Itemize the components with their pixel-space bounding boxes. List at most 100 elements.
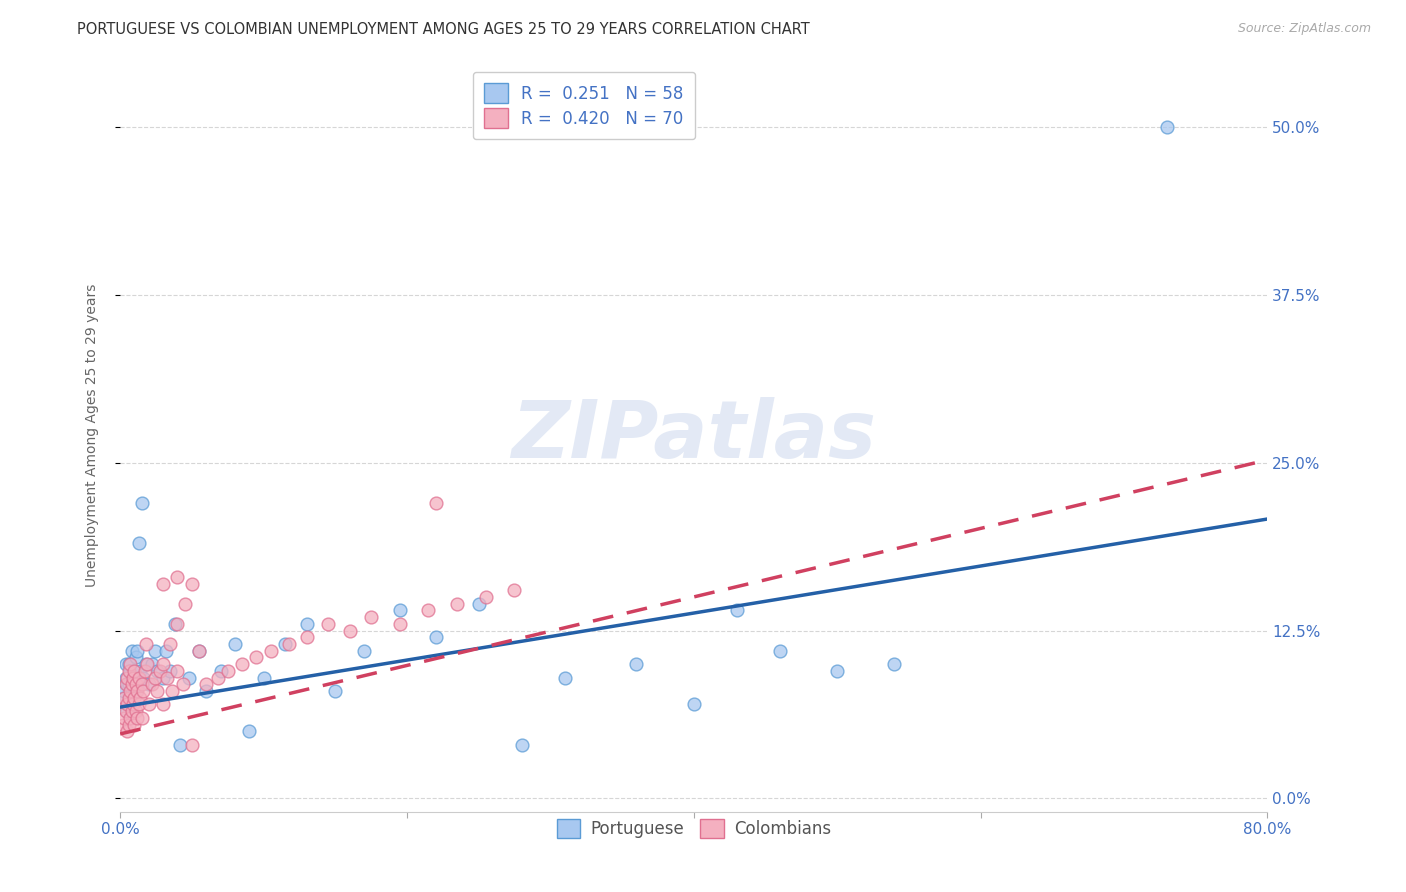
Point xyxy=(118,717,141,731)
Point xyxy=(195,684,218,698)
Text: ZIPatlas: ZIPatlas xyxy=(512,397,876,475)
Point xyxy=(125,704,148,718)
Point xyxy=(127,711,149,725)
Point xyxy=(117,724,139,739)
Point xyxy=(122,698,145,712)
Point xyxy=(159,664,181,678)
Point xyxy=(120,690,142,705)
Point xyxy=(503,583,526,598)
Point xyxy=(138,677,160,691)
Point xyxy=(169,738,191,752)
Point xyxy=(209,664,232,678)
Point xyxy=(166,664,188,678)
Point xyxy=(121,677,143,691)
Point xyxy=(118,657,141,672)
Point xyxy=(115,671,138,685)
Point xyxy=(245,650,267,665)
Point xyxy=(425,496,447,510)
Point xyxy=(120,684,142,698)
Point xyxy=(260,643,283,657)
Point xyxy=(128,536,150,550)
Point xyxy=(166,616,188,631)
Point xyxy=(124,690,146,705)
Point xyxy=(115,657,138,672)
Point xyxy=(114,711,136,725)
Point xyxy=(159,637,181,651)
Point xyxy=(188,643,211,657)
Point xyxy=(125,684,148,698)
Point xyxy=(125,650,148,665)
Point xyxy=(117,671,139,685)
Point xyxy=(141,657,163,672)
Point xyxy=(136,657,159,672)
Point xyxy=(295,616,318,631)
Point xyxy=(883,657,905,672)
Point xyxy=(152,671,174,685)
Point xyxy=(134,664,156,678)
Point xyxy=(278,637,301,651)
Legend: Portuguese, Colombians: Portuguese, Colombians xyxy=(550,813,838,845)
Point xyxy=(252,671,274,685)
Point xyxy=(115,704,138,718)
Point xyxy=(131,677,153,691)
Point xyxy=(120,711,142,725)
Point xyxy=(316,616,339,631)
Point xyxy=(295,630,318,644)
Point xyxy=(217,664,239,678)
Point xyxy=(111,717,134,731)
Point xyxy=(146,664,169,678)
Point xyxy=(135,637,157,651)
Point xyxy=(141,677,163,691)
Point xyxy=(118,677,141,691)
Point xyxy=(152,576,174,591)
Point xyxy=(177,671,200,685)
Point xyxy=(682,698,704,712)
Point xyxy=(118,690,141,705)
Point xyxy=(131,496,153,510)
Point xyxy=(117,698,139,712)
Point xyxy=(120,664,142,678)
Point xyxy=(122,671,145,685)
Point xyxy=(121,684,143,698)
Point xyxy=(129,690,152,705)
Point xyxy=(180,738,202,752)
Point xyxy=(152,698,174,712)
Point xyxy=(825,664,848,678)
Point xyxy=(274,637,297,651)
Point xyxy=(117,677,139,691)
Point xyxy=(160,684,183,698)
Point xyxy=(360,610,382,624)
Point xyxy=(626,657,648,672)
Point xyxy=(510,738,533,752)
Point xyxy=(195,677,218,691)
Point xyxy=(132,671,155,685)
Point xyxy=(180,576,202,591)
Point xyxy=(166,570,188,584)
Point xyxy=(155,643,177,657)
Point xyxy=(146,684,169,698)
Point xyxy=(122,698,145,712)
Point xyxy=(163,616,186,631)
Point xyxy=(173,597,195,611)
Point xyxy=(353,643,375,657)
Point xyxy=(224,637,246,651)
Point xyxy=(769,643,792,657)
Point xyxy=(143,643,166,657)
Point xyxy=(125,677,148,691)
Point xyxy=(128,698,150,712)
Point xyxy=(132,684,155,698)
Point xyxy=(725,603,748,617)
Point xyxy=(118,664,141,678)
Point xyxy=(323,684,346,698)
Point xyxy=(124,690,146,705)
Point xyxy=(339,624,361,638)
Point xyxy=(388,616,411,631)
Point xyxy=(115,677,138,691)
Point xyxy=(121,643,143,657)
Text: PORTUGUESE VS COLOMBIAN UNEMPLOYMENT AMONG AGES 25 TO 29 YEARS CORRELATION CHART: PORTUGUESE VS COLOMBIAN UNEMPLOYMENT AMO… xyxy=(77,22,810,37)
Point xyxy=(418,603,440,617)
Point xyxy=(172,677,194,691)
Point xyxy=(124,717,146,731)
Point xyxy=(127,643,149,657)
Point xyxy=(156,671,179,685)
